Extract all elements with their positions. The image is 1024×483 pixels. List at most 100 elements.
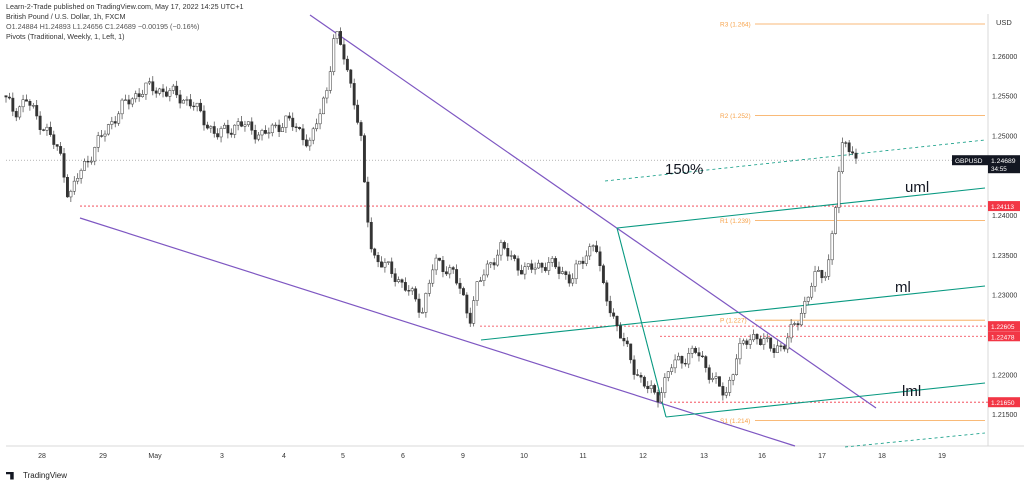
candle-body: [564, 271, 568, 275]
candle-body: [287, 115, 291, 119]
candle-body: [407, 290, 411, 292]
x-tick-label: 12: [639, 453, 647, 460]
candle-body: [246, 121, 250, 126]
candle-body: [431, 269, 435, 284]
y-axis-ticks: 1.26000 1.25500 1.25000 1.24000 1.23500 1.230…: [992, 54, 1017, 419]
candle-body: [134, 93, 138, 100]
candle-body: [769, 337, 773, 349]
candle-body: [738, 343, 742, 360]
candle-body: [226, 124, 230, 134]
candle-body: [581, 260, 585, 264]
candle-body: [479, 280, 482, 282]
candle-body: [212, 126, 216, 134]
candle-body: [117, 113, 121, 124]
tradingview-logo[interactable]: TradingView: [6, 471, 67, 480]
candle-body: [506, 248, 510, 257]
candle-body: [325, 90, 329, 99]
x-tick-label: 4: [282, 453, 286, 460]
candle-body: [540, 262, 544, 268]
candle-body: [683, 362, 687, 365]
candle-body: [267, 132, 271, 134]
candle-body: [253, 130, 257, 140]
candle-body: [550, 258, 554, 263]
indicator-line: Pivots (Traditional, Weekly, 1, Left, 1): [6, 32, 125, 41]
candle-body: [25, 99, 28, 102]
candle-body: [656, 392, 660, 403]
y-tick-label: 1.25000: [992, 133, 1017, 140]
candle-body: [448, 267, 452, 275]
candle-body: [308, 139, 312, 147]
candle-body: [820, 270, 824, 279]
x-tick-label: 6: [401, 453, 405, 460]
pivot-levels: R3 (1.264) R2 (1.252) R1 (1.239) P (1.227) S…: [720, 21, 985, 425]
candle-body: [417, 298, 421, 313]
brand-label: TradingView: [23, 471, 68, 480]
sr-tag: [988, 201, 1020, 212]
candle-body: [339, 31, 342, 45]
candle-body: [465, 294, 469, 314]
candle-body: [240, 121, 243, 127]
candle-body: [752, 334, 756, 341]
x-tick-label: 13: [700, 453, 708, 460]
candle-body: [584, 255, 588, 264]
candle-body: [28, 101, 32, 106]
candle-body: [257, 134, 261, 140]
x-tick-label: 9: [461, 453, 465, 460]
candle-body: [83, 160, 86, 171]
candle-body: [110, 121, 114, 125]
candle-body: [11, 97, 15, 112]
candle-body: [489, 262, 493, 265]
candle-body: [653, 385, 657, 393]
candle-body: [694, 347, 698, 353]
price-tag-bg: [988, 155, 1020, 174]
x-tick-label: 10: [520, 453, 528, 460]
candle-body: [195, 102, 199, 107]
candle-body: [758, 338, 762, 345]
y-tick-label: 1.25500: [992, 94, 1017, 101]
candle-body: [591, 245, 595, 247]
candle-body: [291, 117, 295, 128]
candle-body: [523, 266, 527, 275]
candle-body: [816, 270, 820, 272]
candle-body: [164, 91, 168, 97]
lml-label: lml: [902, 383, 921, 400]
candle-body: [844, 142, 848, 144]
x-tick-label: 17: [818, 453, 826, 460]
candle-body: [199, 102, 203, 112]
candle-body: [779, 345, 783, 347]
x-tick-label: 18: [878, 453, 886, 460]
candle-body: [106, 124, 110, 135]
wedge-lower-line: [79, 217, 796, 447]
candle-body: [250, 121, 254, 131]
candle-body: [345, 58, 349, 71]
candle-body: [847, 142, 851, 153]
candle-body: [410, 288, 414, 292]
candle-body: [840, 142, 844, 172]
candle-body: [18, 106, 22, 118]
candle-body: [86, 160, 90, 163]
candle-body: [328, 71, 332, 91]
candle-body: [636, 374, 639, 376]
candle-body: [202, 110, 206, 126]
currency-label: USD: [996, 18, 1012, 27]
sr-tag-label: 1.24113: [991, 204, 1014, 211]
sr-tag: [988, 331, 1020, 342]
candle-body: [205, 124, 209, 129]
candle-body: [55, 144, 59, 147]
candle-body: [52, 134, 56, 145]
candle-body: [154, 90, 158, 94]
x-tick-label: 11: [579, 453, 586, 460]
candle-body: [298, 127, 302, 129]
symbol-tag-bg: [952, 155, 988, 166]
candle-body: [69, 190, 73, 198]
candle-body: [806, 296, 810, 302]
publisher-line: Learn-2-Trade published on TradingView.c…: [6, 2, 244, 11]
candle-body: [444, 271, 448, 275]
candle-body: [455, 269, 459, 284]
wedge-lines: [79, 14, 877, 447]
candle-body: [403, 282, 407, 291]
pivot-label: S1 (1.214): [720, 418, 750, 425]
candle-body: [762, 338, 766, 345]
